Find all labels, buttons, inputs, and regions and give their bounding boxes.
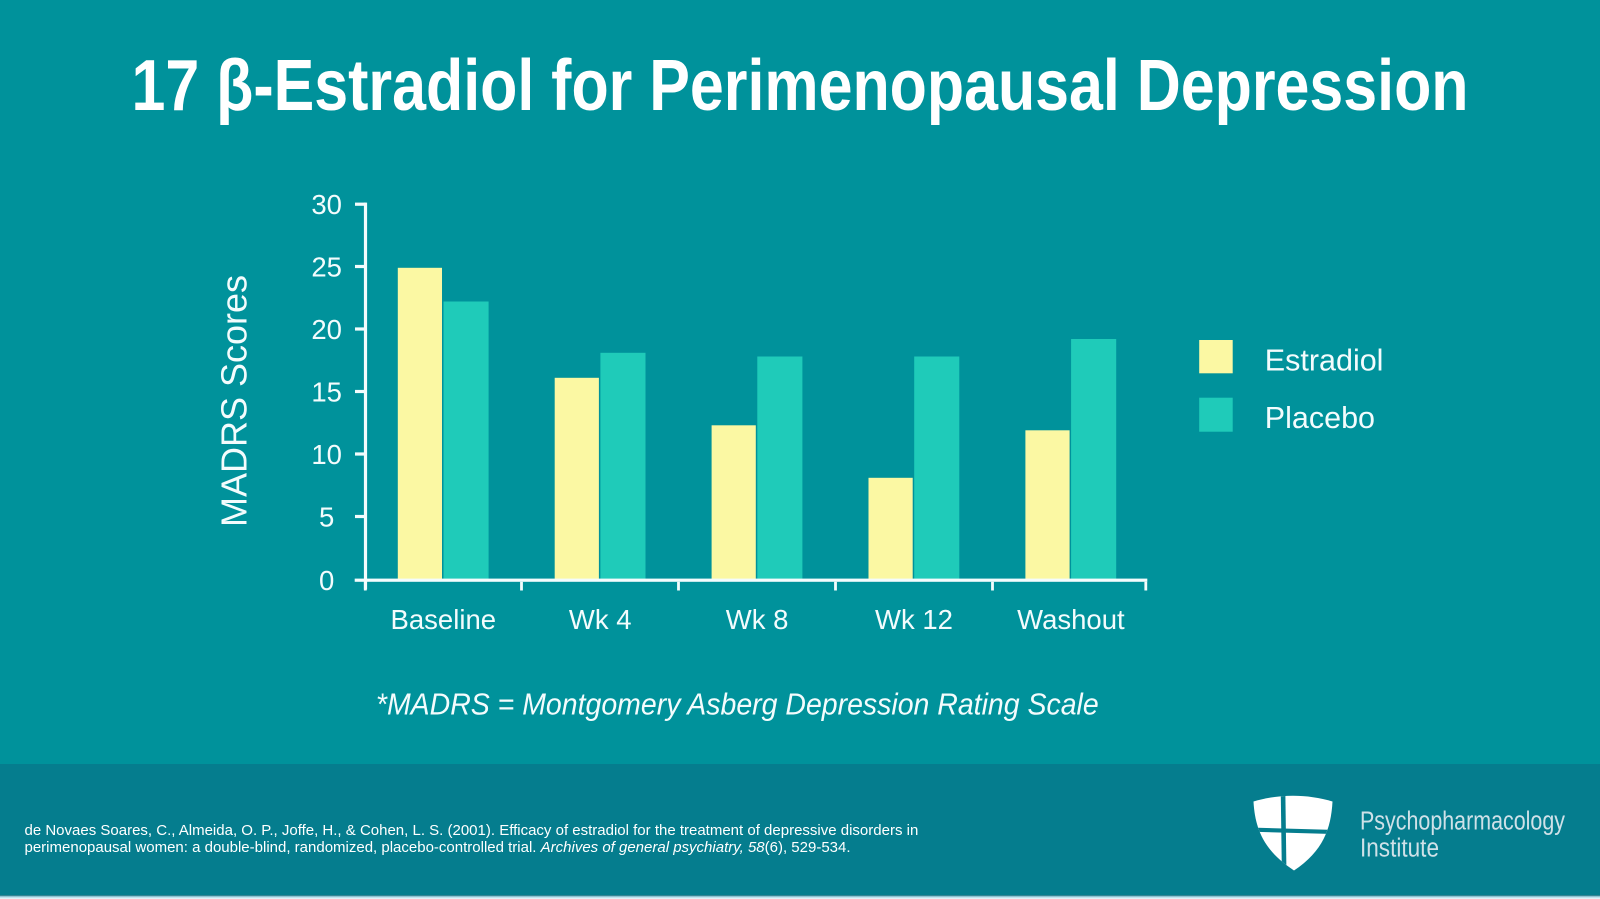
svg-text:Wk 8: Wk 8 xyxy=(726,604,789,635)
svg-text:Placebo: Placebo xyxy=(1265,401,1375,435)
svg-text:Wk 4: Wk 4 xyxy=(569,604,632,635)
svg-text:MADRS Scores: MADRS Scores xyxy=(214,275,255,527)
svg-text:30: 30 xyxy=(311,189,342,220)
svg-text:15: 15 xyxy=(311,377,342,408)
svg-text:Institute: Institute xyxy=(1360,835,1439,863)
svg-text:Washout: Washout xyxy=(1017,604,1125,635)
svg-text:Psychopharmacology: Psychopharmacology xyxy=(1360,808,1565,836)
svg-text:25: 25 xyxy=(311,252,342,283)
svg-text:0: 0 xyxy=(319,565,334,596)
svg-text:5: 5 xyxy=(319,502,334,533)
svg-text:10: 10 xyxy=(311,439,342,470)
svg-text:*MADRS = Montgomery Asberg Dep: *MADRS = Montgomery Asberg Depression Ra… xyxy=(376,687,1099,722)
svg-text:Baseline: Baseline xyxy=(391,604,497,635)
svg-text:Estradiol: Estradiol xyxy=(1265,344,1384,378)
svg-text:17 β-Estradiol for Perimenopau: 17 β-Estradiol for Perimenopausal Depres… xyxy=(132,46,1469,126)
svg-text:Wk 12: Wk 12 xyxy=(875,604,953,635)
svg-text:20: 20 xyxy=(311,314,342,345)
